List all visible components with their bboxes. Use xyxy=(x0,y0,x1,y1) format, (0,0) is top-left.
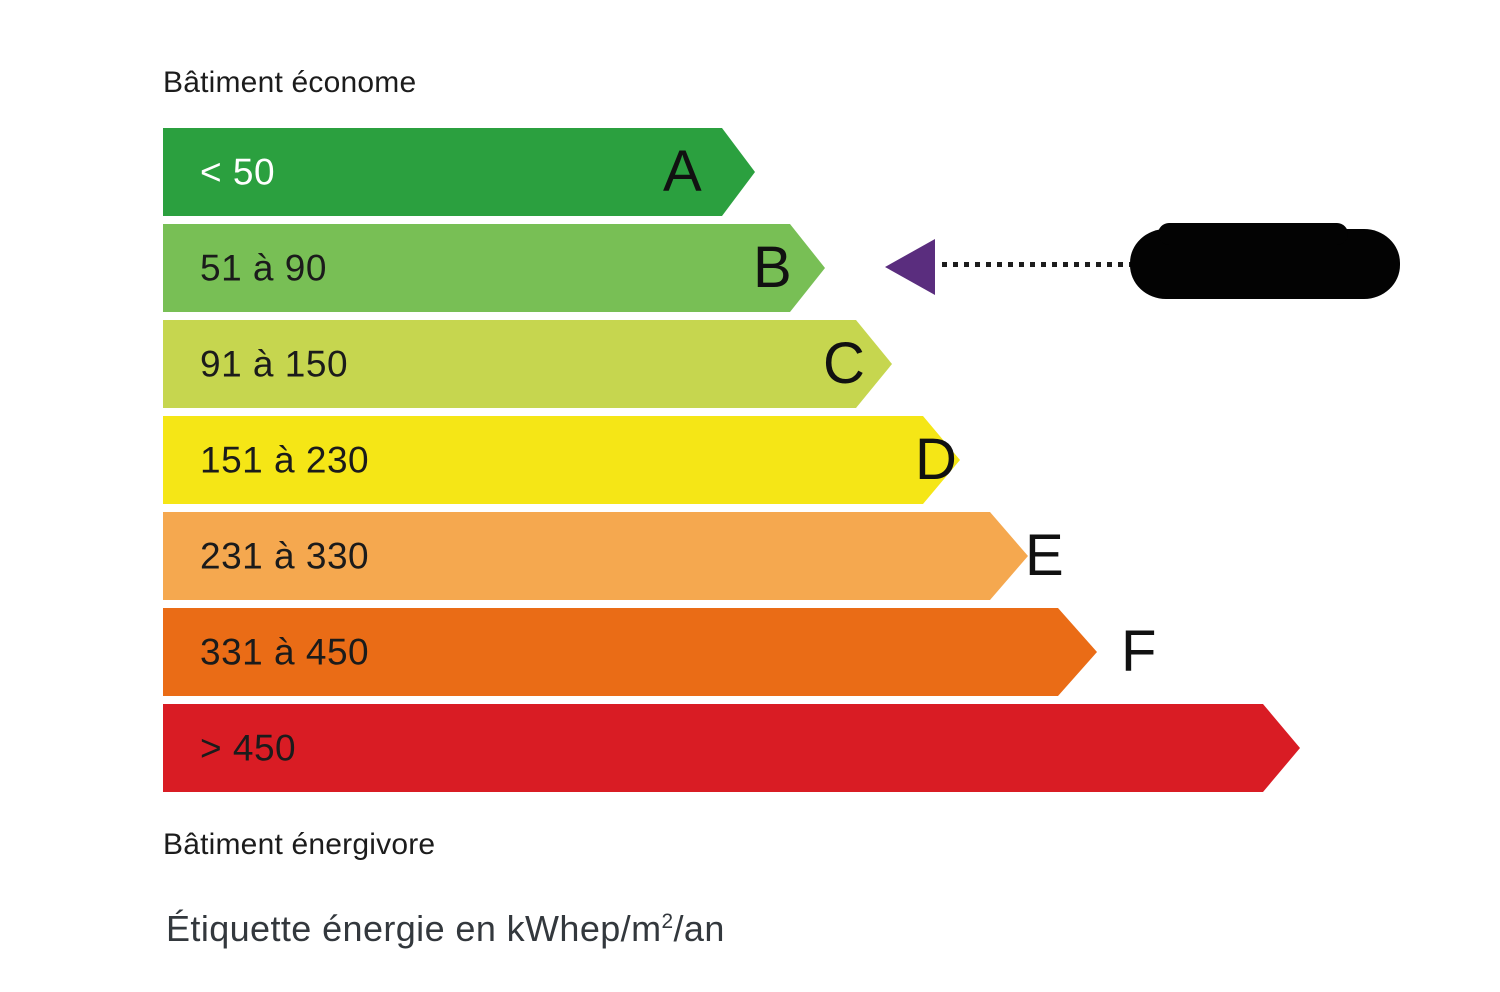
redacted-consumption-value xyxy=(1130,223,1400,299)
bar-class-letter: C xyxy=(823,331,865,396)
bar-class-letter: A xyxy=(663,139,702,204)
bar-class-letter: D xyxy=(915,427,957,492)
bar-range-label: 151 à 230 xyxy=(200,439,370,481)
bar-range-label: 91 à 150 xyxy=(200,343,349,385)
energy-class-bar: 51 à 90 B xyxy=(163,224,825,312)
bar-arrow-shape xyxy=(163,320,892,408)
energy-class-bar: < 50 A xyxy=(163,128,755,216)
redacted-value-text xyxy=(1130,229,1400,299)
unit-caption-superscript: 2 xyxy=(661,910,674,933)
bar-range-label: < 50 xyxy=(200,151,276,193)
bar-arrow-shape xyxy=(163,608,1097,696)
bar-range-label: 51 à 90 xyxy=(200,247,327,289)
bar-arrow-shape xyxy=(163,704,1300,792)
bar-arrow-shape xyxy=(163,128,755,216)
caption-efficient-building: Bâtiment économe xyxy=(163,66,417,99)
energy-class-bar: 151 à 230 D xyxy=(163,416,960,504)
energy-class-bar: 91 à 150 C xyxy=(163,320,892,408)
bar-range-label: > 450 xyxy=(200,727,297,769)
bar-class-letter: E xyxy=(1025,523,1064,588)
unit-caption-suffix: /an xyxy=(673,908,725,949)
caption-energy-hungry-building: Bâtiment énergivore xyxy=(163,828,436,861)
bar-arrow-shape xyxy=(163,512,1028,600)
bar-arrow-shape xyxy=(163,416,960,504)
bar-range-label: 331 à 450 xyxy=(200,631,370,673)
pointer-dotted-leader-line xyxy=(942,262,1132,267)
energy-class-bar: 331 à 450 F xyxy=(163,608,1156,696)
unit-caption: Étiquette énergie en kWhep/m2/an xyxy=(166,908,725,950)
class-pointer-arrow-icon xyxy=(885,239,935,295)
energy-class-bar: 231 à 330 E xyxy=(163,512,1064,600)
energy-class-bar: > 450 xyxy=(163,704,1300,792)
unit-caption-prefix: Étiquette énergie en kWhep/m xyxy=(166,908,662,949)
bar-class-letter: F xyxy=(1121,619,1157,684)
bar-range-label: 231 à 330 xyxy=(200,535,370,577)
bar-arrow-shape xyxy=(163,224,825,312)
bar-class-letter: B xyxy=(753,235,792,300)
